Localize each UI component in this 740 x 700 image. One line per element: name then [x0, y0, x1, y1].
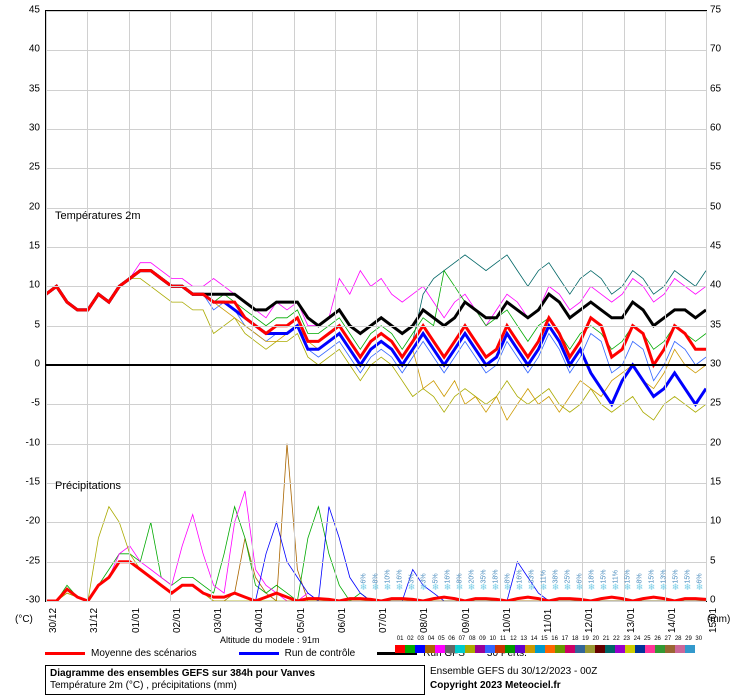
y-left-tick: 35: [29, 83, 40, 94]
footer-title: Diagramme des ensembles GEFS sur 384h po…: [50, 668, 420, 680]
plot-area: [45, 10, 707, 602]
run-info: Ensemble GEFS du 30/12/2023 - 00Z: [430, 665, 597, 679]
y-right-tick: 65: [710, 83, 721, 94]
x-tick: 14/01: [667, 608, 678, 633]
y-right-tick: 20: [710, 437, 721, 448]
ensemble-chart: Températures 2m Précipitations (°C) (mm)…: [0, 0, 740, 700]
x-tick: 11/01: [543, 609, 554, 633]
footer-subtitle: Température 2m (°C) , précipitations (mm…: [50, 680, 420, 692]
y-right-tick: 45: [710, 241, 721, 252]
y-right-tick: 60: [710, 123, 721, 134]
x-tick: 01/01: [131, 608, 142, 633]
y-left-tick: 45: [29, 5, 40, 16]
y-left-tick: 40: [29, 44, 40, 55]
control-label: Run de contrôle: [285, 648, 356, 659]
copyright: Copyright 2023 Meteociel.fr: [430, 679, 597, 693]
x-tick: 12/01: [584, 608, 595, 633]
footer-box: Diagramme des ensembles GEFS sur 384h po…: [45, 665, 425, 695]
y-right-tick: 0: [710, 595, 716, 606]
y-left-tick: -20: [26, 516, 40, 527]
y-left-tick: -30: [26, 595, 40, 606]
y-left-tick: -5: [31, 398, 40, 409]
y-right-tick: 10: [710, 516, 721, 527]
y-right-tick: 15: [710, 477, 721, 488]
x-tick: 30/12: [48, 608, 59, 633]
y-right-tick: 30: [710, 359, 721, 370]
y-left-tick: 25: [29, 162, 40, 173]
y-left-tick: -15: [26, 477, 40, 488]
control-swatch: [239, 652, 279, 655]
y-left-tick: 0: [34, 359, 40, 370]
x-tick: 04/01: [254, 608, 265, 633]
x-tick: 15/01: [708, 608, 719, 633]
x-tick: 05/01: [296, 608, 307, 633]
x-tick: 10/01: [502, 608, 513, 633]
altitude-label: Altitude du modele : 91m: [220, 635, 320, 645]
x-tick: 07/01: [378, 608, 389, 633]
y-right-tick: 55: [710, 162, 721, 173]
mean-swatch: [45, 652, 85, 655]
pert-numbers: 0102030405060708091011121314151617181920…: [395, 636, 704, 642]
y-right-tick: 75: [710, 5, 721, 16]
precipitations-label: Précipitations: [55, 480, 121, 492]
y-left-tick: 15: [29, 241, 40, 252]
y-right-tick: 5: [710, 555, 716, 566]
y-right-tick: 50: [710, 201, 721, 212]
x-tick: 06/01: [337, 608, 348, 633]
pert-swatches: [395, 645, 695, 653]
x-tick: 02/01: [172, 608, 183, 633]
x-tick: 03/01: [213, 608, 224, 633]
y-right-tick: 35: [710, 319, 721, 330]
y-left-tick: 5: [34, 319, 40, 330]
x-tick: 09/01: [461, 608, 472, 633]
x-tick: 08/01: [419, 608, 430, 633]
x-tick: 13/01: [626, 608, 637, 633]
mean-label: Moyenne des scénarios: [91, 648, 197, 659]
footer-right: Ensemble GEFS du 30/12/2023 - 00Z Copyri…: [430, 665, 597, 693]
y-left-tick: -10: [26, 437, 40, 448]
y-right-tick: 40: [710, 280, 721, 291]
snow-probability-row: 6%❄8%❄10%❄16%❄3%❄3%❄5%❄16%❄8%❄20%❄35%❄18…: [358, 575, 705, 593]
y-right-tick: 25: [710, 398, 721, 409]
y-left-tick: -25: [26, 555, 40, 566]
y-left-tick: 30: [29, 123, 40, 134]
y-left-tick: 10: [29, 280, 40, 291]
y-left-unit: (°C): [15, 614, 33, 625]
temperatures-label: Températures 2m: [55, 210, 141, 222]
x-tick: 31/12: [89, 608, 100, 633]
y-left-tick: 20: [29, 201, 40, 212]
y-right-tick: 70: [710, 44, 721, 55]
